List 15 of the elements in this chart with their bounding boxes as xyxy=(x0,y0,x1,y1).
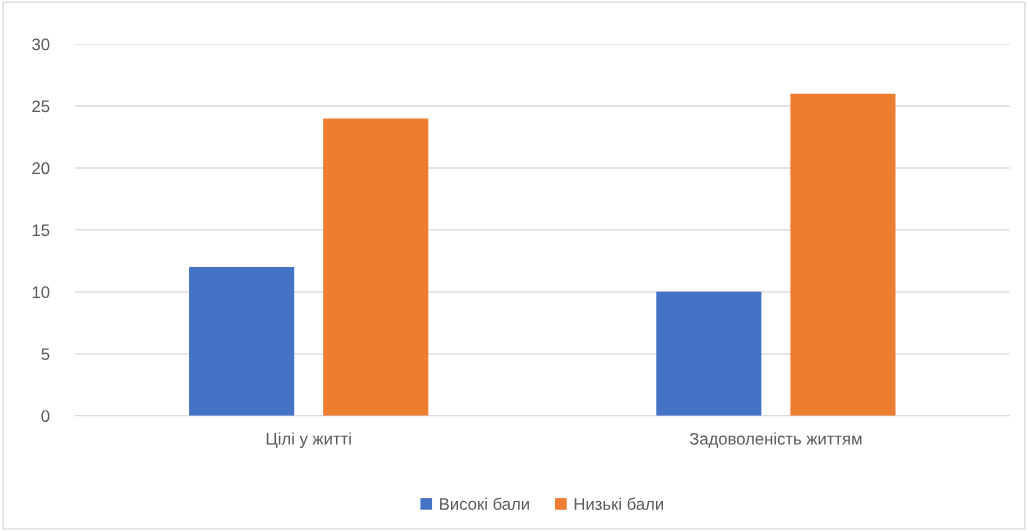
y-tick-label: 20 xyxy=(32,162,50,175)
x-tick-label: Цілі у житті xyxy=(266,432,351,448)
y-tick-label: 0 xyxy=(41,410,50,422)
legend-label: Низькі бали xyxy=(574,497,663,510)
bar xyxy=(656,291,762,416)
x-tick-label: Задоволеність життям xyxy=(689,432,862,448)
y-tick-label: 30 xyxy=(32,38,50,51)
bar xyxy=(790,93,896,416)
legend-label: Високі бали xyxy=(440,497,529,510)
y-tick-label: 15 xyxy=(32,224,50,237)
y-tick-label: 25 xyxy=(32,100,50,113)
bar xyxy=(323,118,429,416)
bar xyxy=(189,267,295,416)
y-tick-label: 10 xyxy=(32,286,50,299)
y-tick-label: 5 xyxy=(41,348,50,361)
